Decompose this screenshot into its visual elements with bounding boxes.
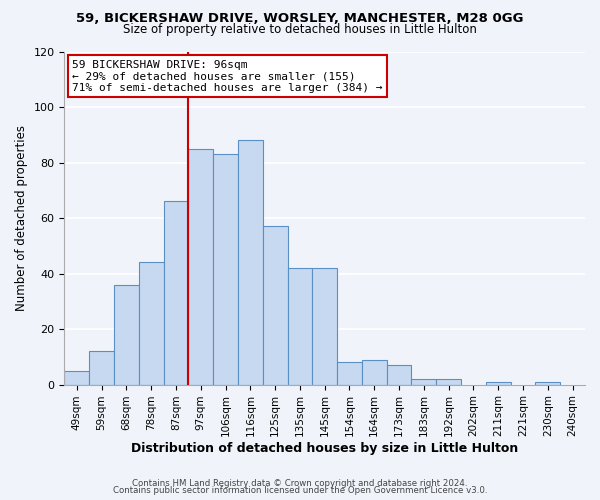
Y-axis label: Number of detached properties: Number of detached properties [15, 125, 28, 311]
Bar [386, 365, 412, 384]
Bar [535, 382, 560, 384]
Bar [412, 379, 436, 384]
Bar [337, 362, 362, 384]
Text: Contains HM Land Registry data © Crown copyright and database right 2024.: Contains HM Land Registry data © Crown c… [132, 478, 468, 488]
Bar [64, 370, 89, 384]
Bar [436, 379, 461, 384]
Bar [89, 352, 114, 384]
Text: 59 BICKERSHAW DRIVE: 96sqm
← 29% of detached houses are smaller (155)
71% of sem: 59 BICKERSHAW DRIVE: 96sqm ← 29% of deta… [72, 60, 383, 93]
Text: Size of property relative to detached houses in Little Hulton: Size of property relative to detached ho… [123, 24, 477, 36]
Text: 59, BICKERSHAW DRIVE, WORSLEY, MANCHESTER, M28 0GG: 59, BICKERSHAW DRIVE, WORSLEY, MANCHESTE… [76, 12, 524, 26]
Bar [164, 202, 188, 384]
Bar [313, 268, 337, 384]
X-axis label: Distribution of detached houses by size in Little Hulton: Distribution of detached houses by size … [131, 442, 518, 455]
Bar [213, 154, 238, 384]
Text: Contains public sector information licensed under the Open Government Licence v3: Contains public sector information licen… [113, 486, 487, 495]
Bar [139, 262, 164, 384]
Bar [263, 226, 287, 384]
Bar [362, 360, 386, 384]
Bar [188, 148, 213, 384]
Bar [238, 140, 263, 384]
Bar [287, 268, 313, 384]
Bar [486, 382, 511, 384]
Bar [114, 284, 139, 384]
